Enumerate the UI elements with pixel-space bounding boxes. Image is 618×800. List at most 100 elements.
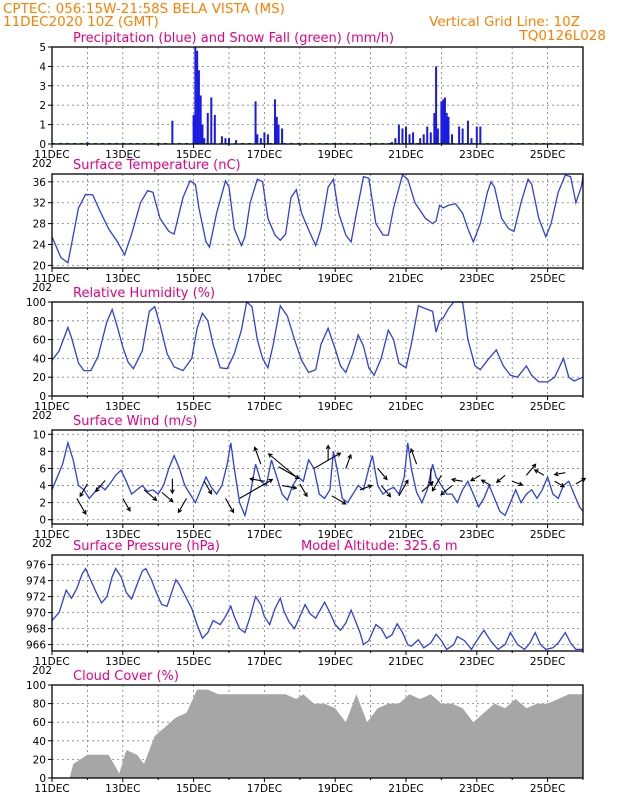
y-tick-label: 100 (26, 297, 46, 309)
wind-arrow (398, 479, 409, 497)
x-tick-label: 17DEC (247, 529, 282, 541)
x-tick-label: 13DEC (105, 529, 140, 541)
y-tick-label: 20 (33, 372, 46, 384)
x-tick-label: 11DEC (34, 656, 69, 668)
y-tick-label: 0 (39, 773, 46, 785)
temperature-panel: Surface Temperature (nC) 20 24 28 32 36 11DEC 1… (32, 158, 584, 294)
x-tick-label: 17DEC (247, 656, 282, 668)
x-tick-label: 25DEC (530, 529, 565, 541)
precip-bar (266, 134, 269, 144)
precip-bar (443, 97, 446, 144)
humidity-line (51, 300, 584, 383)
y-tick-label: 4 (39, 61, 46, 73)
x-tick-label: 11DEC (34, 149, 69, 161)
x-tick-label: 25DEC (530, 656, 565, 668)
precip-bar (397, 124, 400, 144)
x-tick-label: 15DEC (176, 783, 211, 795)
y-tick-label: 2 (39, 498, 46, 510)
x-tick-label: 15DEC (176, 401, 211, 413)
precip-bar (213, 114, 216, 144)
wind-arrow (450, 477, 463, 483)
precip-bar (466, 120, 469, 144)
y-tick-label: 966 (26, 640, 46, 652)
wind-arrow (239, 478, 274, 499)
x-tick-label: 15DEC (176, 656, 211, 668)
precip-title: Precipitation (blue) and Snow Fall (gree… (73, 31, 394, 46)
wind-arrow (203, 480, 212, 495)
precip-bar (435, 66, 438, 144)
precip-bar (224, 138, 227, 144)
wind-arrow (480, 479, 492, 487)
y-tick-label: 974 (26, 576, 46, 588)
y-tick-label: 5 (39, 42, 46, 54)
precip-bar (390, 142, 393, 144)
x-tick-label: 19DEC (317, 783, 352, 795)
precip-bar (470, 138, 473, 144)
y-tick-label: 1 (39, 120, 46, 132)
temperature-frame (51, 173, 584, 269)
precip-bar (394, 138, 397, 144)
x-tick-label: 23DEC (459, 149, 494, 161)
x-tick-year-fragment: 202 (32, 282, 52, 294)
y-tick-label: 28 (33, 219, 46, 231)
precip-bar (210, 97, 213, 144)
x-tick-label: 25DEC (530, 273, 565, 285)
y-tick-label: 976 (26, 560, 46, 572)
precip-bar (447, 116, 450, 144)
cloud-title: Cloud Cover (%) (73, 669, 179, 684)
wind-arrow (325, 444, 331, 460)
precip-frame (51, 46, 584, 145)
precip-bar (220, 136, 223, 144)
y-tick-label: 40 (33, 736, 46, 748)
x-tick-label: 21DEC (388, 401, 423, 413)
wind-arrow (495, 474, 506, 483)
precip-bar (235, 140, 238, 144)
precip-bar (429, 132, 432, 144)
x-tick-label: 23DEC (459, 783, 494, 795)
precip-bar (259, 138, 262, 144)
precip-bar (408, 134, 411, 144)
precip-bar (203, 138, 206, 144)
y-tick-label: 80 (33, 316, 46, 328)
wind-arrow (169, 478, 175, 495)
wind-arrow (440, 485, 453, 496)
wind-arrow (553, 471, 566, 477)
precip-bar (412, 132, 415, 144)
y-tick-label: 24 (33, 240, 47, 252)
wind-arrow (224, 498, 235, 514)
wind-arrow (431, 475, 442, 492)
wind-arrow (575, 477, 587, 485)
precip-bar (196, 50, 199, 144)
precip-bar (228, 138, 230, 144)
x-tick-year-fragment: 202 (32, 410, 52, 422)
y-tick-label: 3 (39, 81, 46, 93)
y-tick-label: 36 (33, 177, 47, 189)
precip-bar (275, 116, 278, 144)
x-tick-label: 13DEC (105, 656, 140, 668)
y-tick-label: 0 (39, 515, 46, 527)
y-tick-label: 4 (39, 481, 46, 493)
precip-bar (426, 126, 429, 144)
y-tick-label: 80 (33, 699, 46, 711)
y-tick-label: 968 (26, 624, 46, 636)
precip-bar (445, 112, 448, 144)
humidity-panel: Relative Humidity (%) 0 20 40 60 80 100 11DEC 13… (26, 286, 584, 422)
wind-arrow (469, 474, 481, 482)
x-tick-label: 19DEC (317, 149, 352, 161)
x-tick-label: 19DEC (317, 656, 352, 668)
model-altitude-label: Model Altitude: 325.6 m (301, 539, 458, 554)
x-tick-label: 17DEC (247, 783, 282, 795)
x-tick-label: 13DEC (105, 149, 140, 161)
pressure-title: Surface Pressure (hPa) (73, 539, 220, 554)
wind-arrow (380, 485, 392, 498)
wind-arrow (161, 491, 174, 503)
x-tick-label: 17DEC (247, 273, 282, 285)
wind-arrow (122, 498, 131, 512)
x-tick-label: 13DEC (105, 783, 140, 795)
wind-arrow (267, 453, 297, 478)
y-tick-label: 0 (39, 139, 46, 151)
wind-title: Surface Wind (m/s) (73, 414, 197, 429)
header-grid-line: Vertical Grid Line: 10Z (429, 14, 580, 30)
precip-bar (405, 126, 407, 144)
wind-arrow (299, 483, 308, 498)
